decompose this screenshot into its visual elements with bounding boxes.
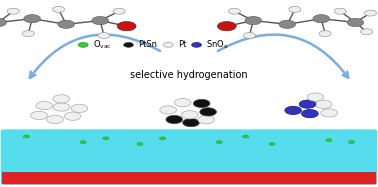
Circle shape — [217, 22, 236, 31]
Circle shape — [22, 31, 34, 37]
Circle shape — [47, 115, 64, 124]
Circle shape — [36, 102, 53, 110]
Circle shape — [285, 106, 302, 114]
Text: selective hydrogenation: selective hydrogenation — [130, 70, 248, 80]
Circle shape — [80, 141, 86, 144]
Circle shape — [0, 18, 6, 27]
Text: $\mathregular{O_{vac}}$: $\mathregular{O_{vac}}$ — [93, 39, 111, 51]
Circle shape — [103, 137, 109, 140]
FancyBboxPatch shape — [2, 172, 376, 184]
Circle shape — [243, 135, 249, 138]
Circle shape — [307, 93, 324, 101]
Circle shape — [313, 15, 330, 23]
Circle shape — [160, 106, 177, 114]
Circle shape — [174, 99, 191, 107]
Circle shape — [53, 6, 65, 12]
Circle shape — [228, 8, 240, 14]
Circle shape — [92, 16, 108, 25]
Circle shape — [137, 142, 143, 145]
Circle shape — [53, 95, 70, 103]
Circle shape — [302, 110, 318, 118]
Circle shape — [321, 109, 338, 117]
Circle shape — [289, 6, 301, 12]
Circle shape — [315, 100, 332, 108]
Circle shape — [364, 10, 376, 16]
Circle shape — [200, 108, 217, 116]
Circle shape — [53, 103, 70, 111]
Circle shape — [24, 15, 40, 23]
Circle shape — [166, 115, 183, 124]
Circle shape — [216, 141, 222, 144]
Circle shape — [160, 137, 166, 140]
Circle shape — [23, 135, 29, 138]
Circle shape — [349, 141, 355, 144]
Circle shape — [334, 8, 346, 14]
Circle shape — [347, 18, 364, 27]
Circle shape — [71, 104, 88, 112]
Circle shape — [7, 8, 19, 14]
Circle shape — [181, 111, 198, 119]
Circle shape — [113, 8, 125, 14]
Circle shape — [198, 116, 214, 124]
Circle shape — [192, 42, 201, 47]
Text: PtSn: PtSn — [138, 40, 157, 49]
Circle shape — [326, 139, 332, 142]
Circle shape — [193, 99, 210, 108]
Circle shape — [124, 42, 133, 47]
Circle shape — [269, 142, 275, 145]
Circle shape — [319, 31, 331, 37]
Circle shape — [361, 29, 373, 35]
Circle shape — [299, 100, 316, 108]
Circle shape — [245, 16, 262, 25]
FancyBboxPatch shape — [1, 129, 377, 185]
Circle shape — [78, 42, 88, 47]
Circle shape — [64, 112, 81, 120]
Circle shape — [163, 42, 173, 47]
Text: Pt: Pt — [178, 40, 186, 49]
Circle shape — [31, 111, 47, 119]
Circle shape — [243, 33, 256, 39]
Circle shape — [183, 119, 199, 127]
Text: $\mathregular{SnO_{x}}$: $\mathregular{SnO_{x}}$ — [206, 39, 229, 51]
Circle shape — [58, 20, 74, 28]
Circle shape — [279, 20, 296, 28]
Circle shape — [98, 33, 110, 39]
Circle shape — [117, 22, 136, 31]
